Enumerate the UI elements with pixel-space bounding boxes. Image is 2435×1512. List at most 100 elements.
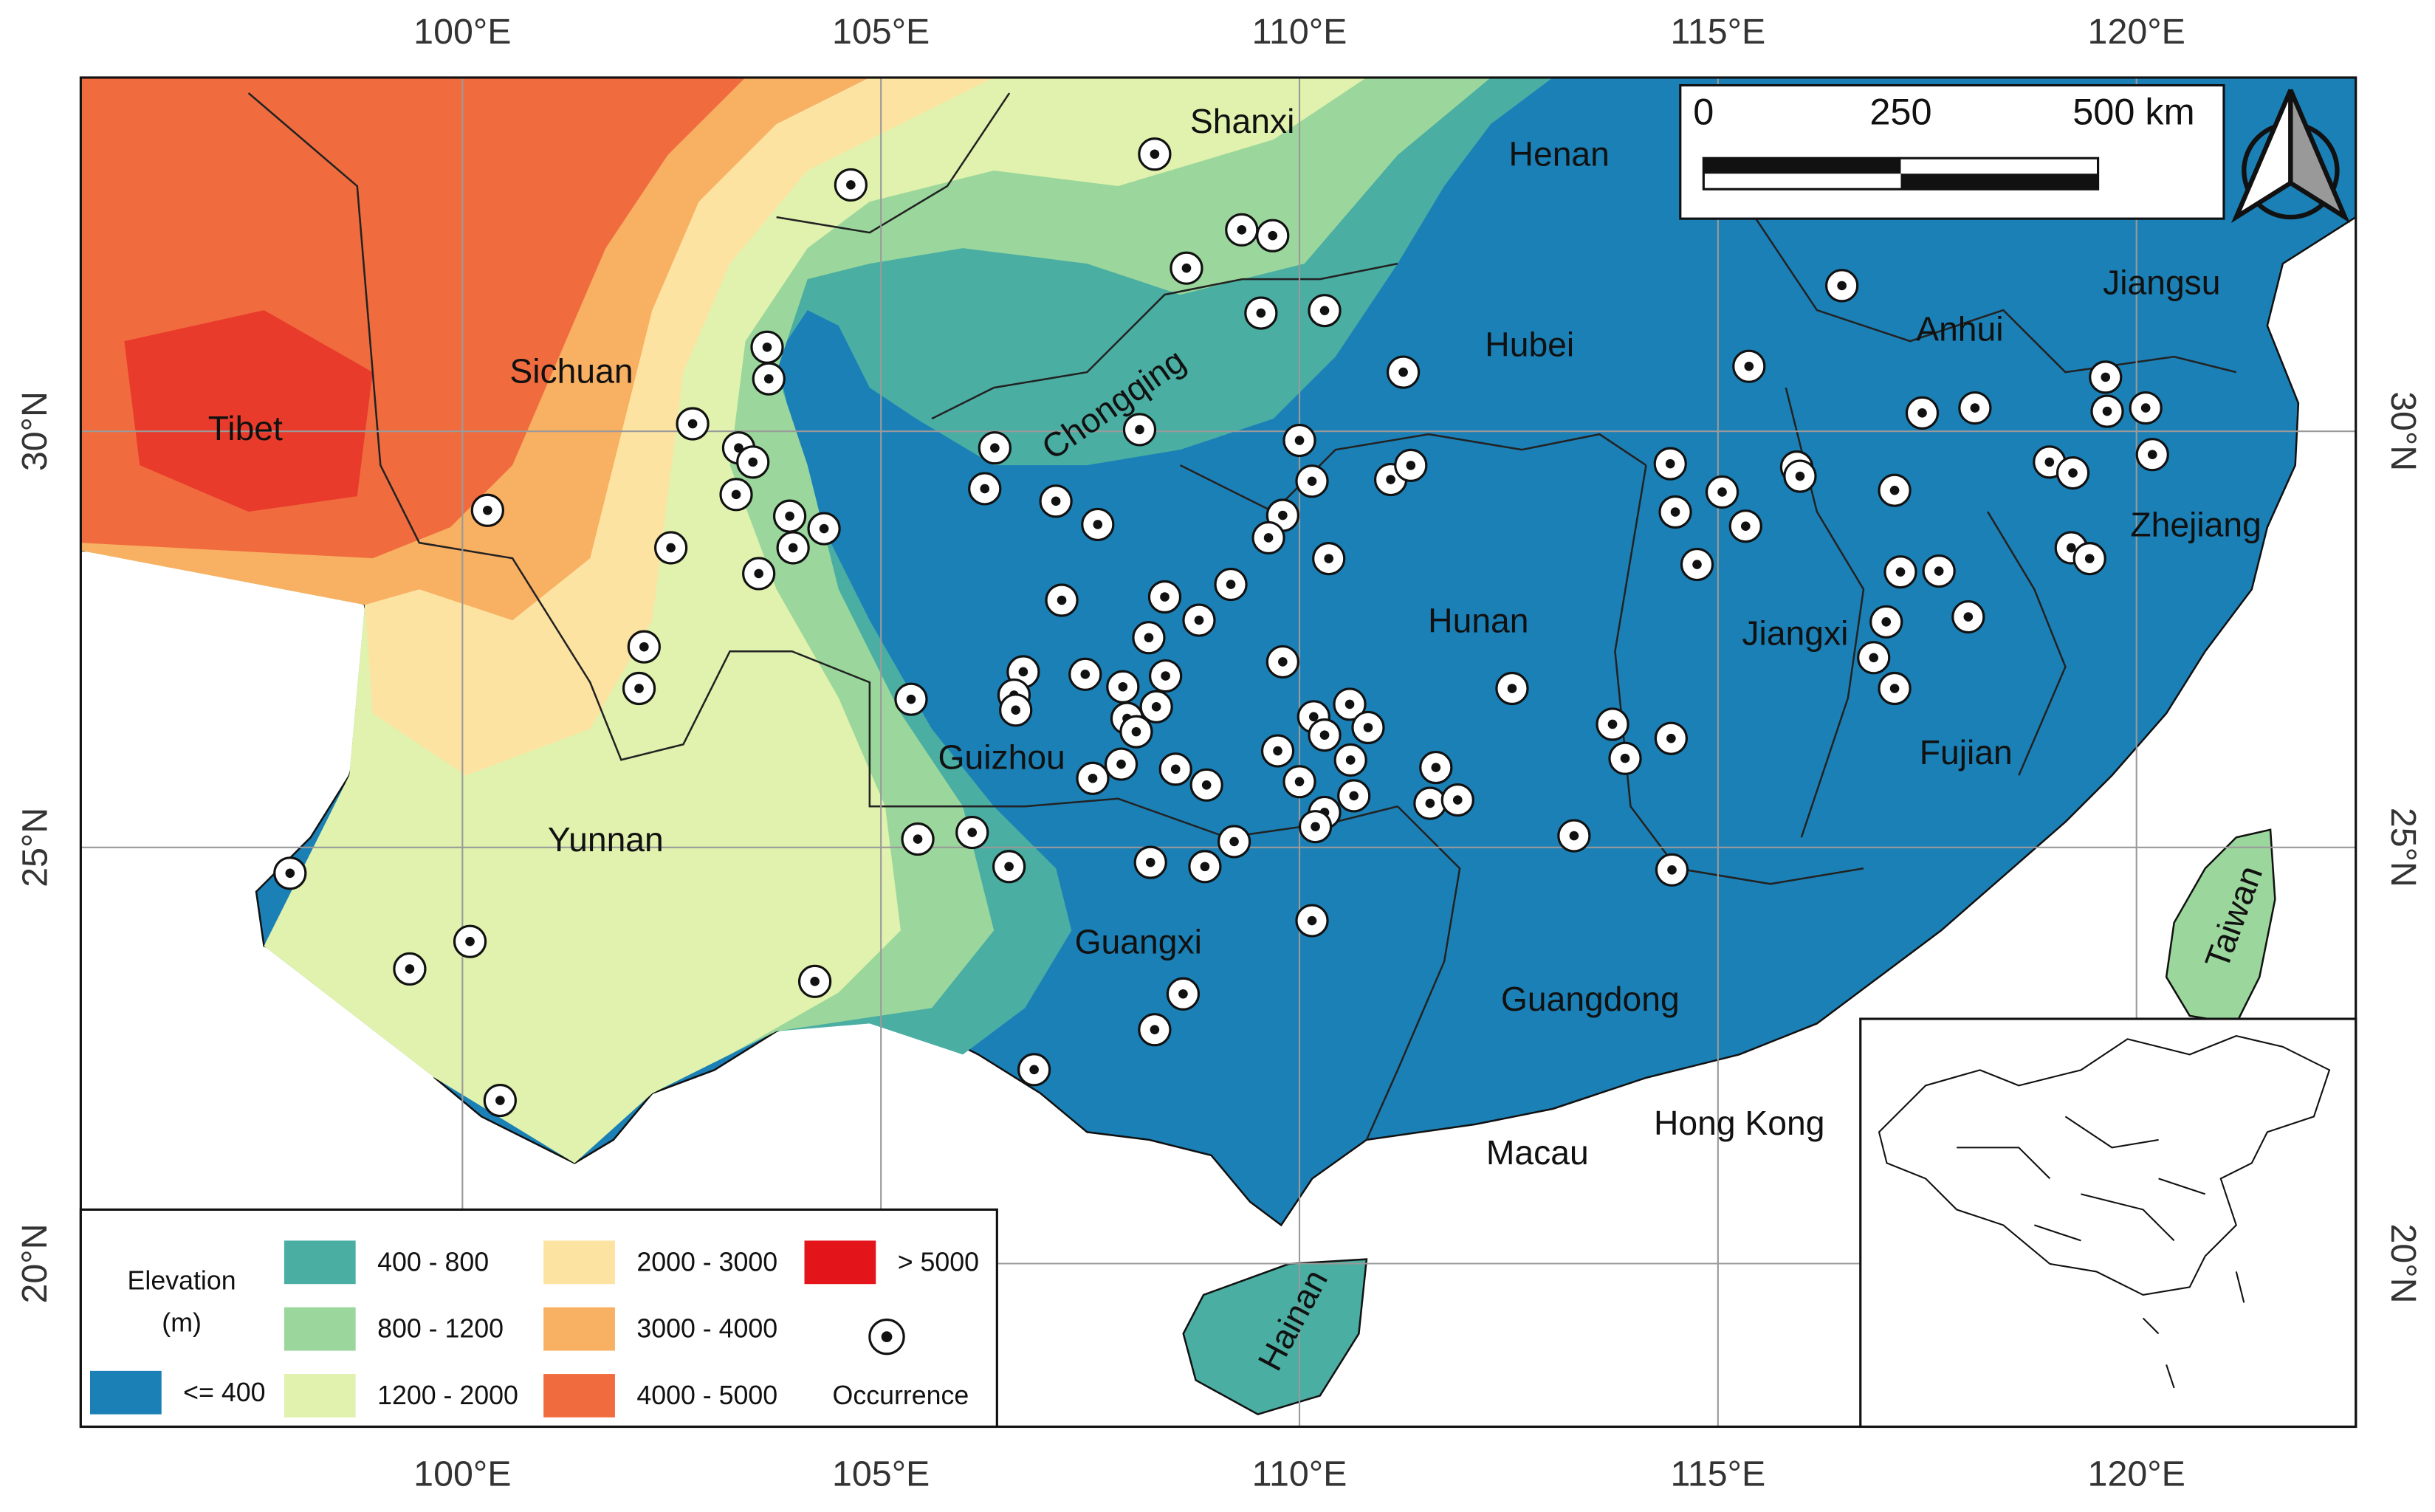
occurrence-dot — [483, 505, 492, 515]
lat-label: 20°N — [15, 1224, 55, 1304]
occurrence-dot — [1311, 822, 1320, 831]
legend-label: Occurrence — [833, 1381, 969, 1410]
occurrence-dot — [2147, 450, 2157, 460]
legend-label: 1200 - 2000 — [377, 1381, 518, 1410]
occurrence-dot — [1135, 425, 1144, 435]
place-label: Guangdong — [1501, 980, 1680, 1018]
legend-occurrence-dot — [881, 1331, 893, 1342]
legend-label: > 5000 — [898, 1247, 979, 1276]
occurrence-dot — [1795, 471, 1805, 481]
inset-map — [1859, 1017, 2357, 1429]
lon-label: 100°E — [413, 12, 511, 52]
north-arrow — [2230, 89, 2350, 224]
legend-swatch — [543, 1240, 615, 1285]
inset-frame — [1859, 1017, 2357, 1429]
occurrence-dot — [1229, 836, 1239, 847]
occurrence-dot — [1278, 657, 1288, 667]
occurrence-dot — [465, 936, 475, 946]
lon-label: 115°E — [1671, 12, 1766, 52]
place-label: Hong Kong — [1654, 1104, 1825, 1142]
occurrence-dot — [1569, 831, 1579, 841]
occurrence-dot — [1080, 670, 1091, 679]
occurrence-dot — [1170, 764, 1181, 774]
occurrence-dot — [990, 443, 1000, 453]
occurrence-dot — [2140, 403, 2151, 413]
lat-label: 20°N — [2383, 1224, 2423, 1304]
occurrence-dot — [763, 374, 774, 384]
scale-bar-segment — [1900, 173, 2098, 190]
legend-label: 4000 - 5000 — [636, 1381, 777, 1410]
map-frame — [79, 76, 2357, 1429]
occurrence-dot — [1349, 791, 1359, 801]
legend-swatch — [284, 1240, 356, 1285]
lon-label: 115°E — [1671, 1454, 1766, 1494]
place-label: Hubei — [1485, 326, 1574, 364]
place-label: Macau — [1486, 1133, 1589, 1172]
legend-label: 400 - 800 — [377, 1247, 489, 1276]
occurrence-dot — [819, 523, 829, 534]
occurrence-dot — [1620, 753, 1630, 763]
occurrence-dot — [1934, 566, 1944, 576]
occurrence-dot — [1386, 475, 1395, 484]
occurrence-dot — [1344, 699, 1355, 709]
terrain — [80, 78, 2356, 1427]
boundary — [1614, 464, 1864, 885]
occurrence-dot — [2044, 457, 2055, 467]
occurrence-dot — [1226, 580, 1236, 589]
occurrence-dot — [405, 964, 415, 974]
place-label: Fujian — [1920, 733, 2013, 772]
legend-swatch — [89, 1370, 162, 1415]
boundary — [247, 92, 1398, 839]
occurrence-dot — [906, 694, 916, 704]
occurrence-dot — [1051, 496, 1061, 506]
boundary — [1754, 216, 2237, 374]
occurrence-dot — [1029, 1065, 1039, 1075]
occurrence-dot — [913, 834, 923, 844]
place-label: Guizhou — [938, 738, 1065, 776]
occurrence-dot — [1150, 149, 1160, 159]
legend-swatch — [804, 1240, 876, 1285]
occurrence-dot — [1273, 746, 1282, 756]
occurrence-dot — [1307, 476, 1317, 487]
occurrence-dot — [731, 489, 741, 500]
occurrence-dot — [1181, 263, 1192, 273]
occurrence-dot — [762, 342, 772, 352]
occurrence-dot — [2068, 468, 2078, 478]
occurrence-dot — [1151, 702, 1161, 712]
occurrence-dot — [1307, 915, 1317, 926]
lat-label: 30°N — [15, 391, 55, 471]
legend-swatch — [284, 1307, 356, 1351]
graticule: 100°E 100°E 105°E 105°E 110°E 110°E 115°E 115°E… — [15, 12, 2423, 1494]
place-label: Henan — [1509, 134, 1610, 173]
occurrence-dot — [788, 543, 798, 553]
occurrence-dot — [1161, 671, 1170, 681]
occurrence-dot — [1294, 436, 1305, 445]
occurrence-dot — [1268, 230, 1278, 241]
place-label: Sichuan — [509, 351, 633, 390]
scale-bar: 0 250 500 km — [1679, 83, 2225, 220]
occurrence-dot — [1256, 308, 1266, 318]
place-label: Hunan — [1428, 602, 1528, 640]
occurrence-dot — [846, 180, 856, 190]
legend-label: <= 400 — [183, 1378, 265, 1407]
scale-label: 0 — [1693, 91, 1714, 133]
occurrence-dot — [1118, 681, 1128, 692]
occurrence-dot — [1670, 507, 1680, 517]
occurrence-dot — [1294, 777, 1305, 787]
occurrence-dot — [1507, 684, 1517, 693]
legend-title: (m) — [162, 1307, 202, 1337]
lat-label: 25°N — [15, 808, 55, 887]
occurrence-dot — [687, 419, 698, 429]
legend-label: 2000 - 3000 — [636, 1247, 777, 1276]
occurrence-dot — [1837, 281, 1847, 291]
occurrence-dot — [1740, 521, 1751, 531]
occurrence-dot — [2066, 543, 2076, 553]
occurrence-dot — [1869, 653, 1879, 663]
occurrence-dot — [1319, 306, 1330, 315]
lon-label: 110°E — [1252, 1454, 1347, 1494]
occurrence-dot — [1917, 408, 1927, 418]
boundary — [1987, 511, 2067, 776]
occurrence-dot — [2102, 406, 2112, 416]
occurrence-dot — [980, 484, 990, 494]
